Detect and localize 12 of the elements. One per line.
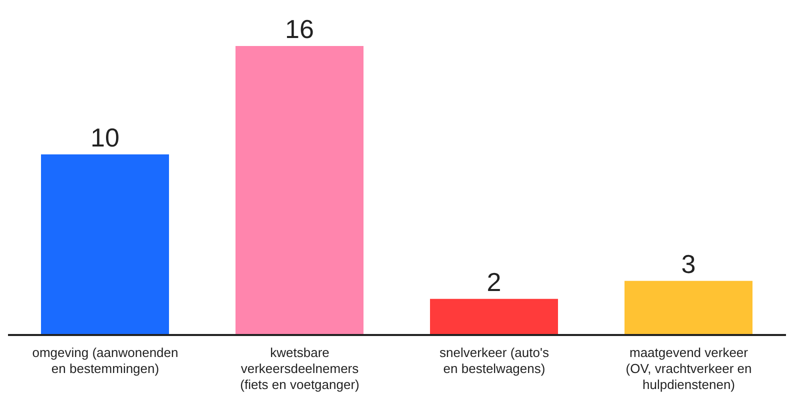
data-label: 10 bbox=[90, 122, 120, 152]
bar bbox=[236, 46, 364, 335]
x-tick-label: omgeving (aanwonenden en bestemmingen) bbox=[32, 345, 178, 376]
bar bbox=[41, 154, 169, 335]
bar bbox=[430, 298, 558, 335]
bar bbox=[624, 280, 752, 335]
x-tick-label: kwetsbare verkeersdeelnemers (fiets en voetganger) bbox=[240, 345, 360, 392]
x-tick-label: maatgevend verkeer (OV, vrachtverkeer en hulpdienstenen) bbox=[626, 345, 752, 392]
data-label: 3 bbox=[681, 248, 696, 279]
data-label: 16 bbox=[285, 14, 314, 44]
x-tick-label: snelverkeer (auto's en bestelwagens) bbox=[440, 345, 550, 376]
data-label: 2 bbox=[486, 266, 502, 297]
